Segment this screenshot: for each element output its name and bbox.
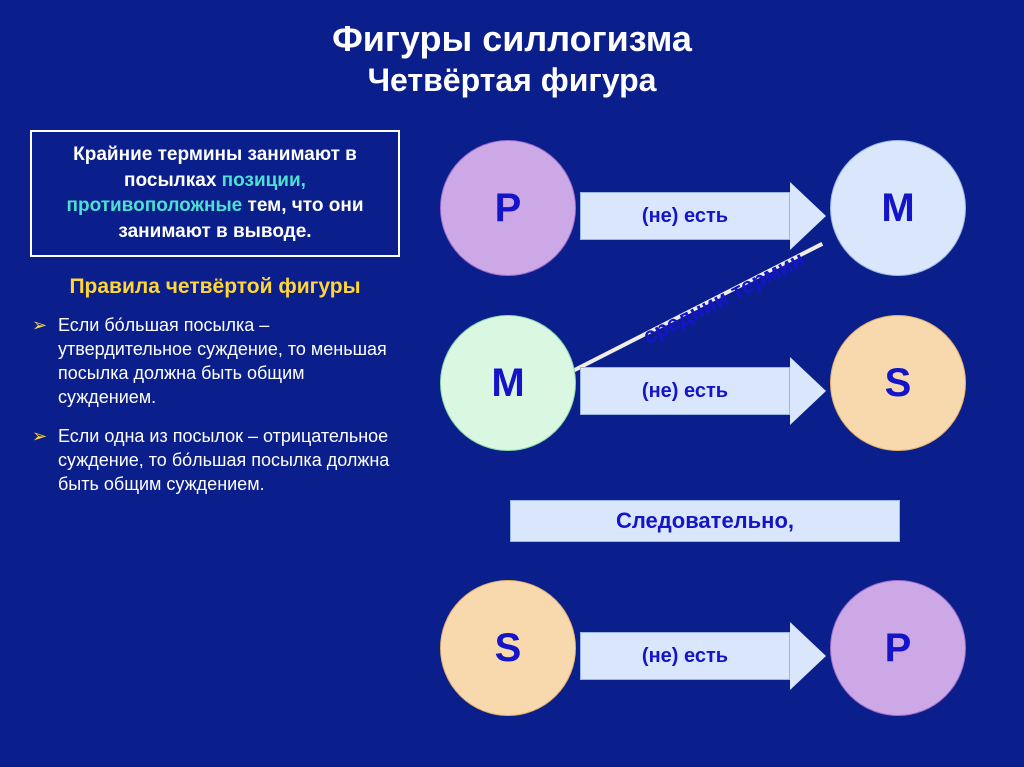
node-p-top: P [440,140,576,276]
arrow-label: (не) есть [580,192,790,240]
intro-p1: Крайние термины занимают в посылках [73,144,357,191]
arrow-1: (не) есть [580,182,826,250]
node-s-mid: S [830,315,966,451]
rules-list: Если бо́льшая посылка – утвердительное с… [30,313,400,497]
left-column: Крайние термины занимают в посылках пози… [30,130,400,511]
slide-title: Фигуры силлогизма Четвёртая фигура [0,0,1024,99]
arrow-label: (не) есть [580,632,790,680]
arrow-head-icon [790,182,826,250]
title-line2: Четвёртая фигура [0,62,1024,99]
title-line1: Фигуры силлогизма [0,18,1024,60]
rule-item: Если бо́льшая посылка – утвердительное с… [30,313,400,410]
intro-h1: позиции, [222,170,306,191]
rules-title: Правила четвёртой фигуры [30,275,400,299]
arrow-head-icon [790,622,826,690]
arrow-3: (не) есть [580,622,826,690]
arrow-head-icon [790,357,826,425]
diagonal-label: средний термин [639,246,809,350]
diagram-area: средний термин (не) есть (не) есть (не) … [430,130,1010,750]
rule-item: Если одна из посылок – отрицательное суж… [30,424,400,497]
node-p-bot: P [830,580,966,716]
therefore-box: Следовательно, [510,500,900,542]
intro-h2: противоположные [66,195,242,216]
node-m-top: M [830,140,966,276]
arrow-label: (не) есть [580,367,790,415]
node-m-mid: M [440,315,576,451]
intro-box: Крайние термины занимают в посылках пози… [30,130,400,257]
node-s-bot: S [440,580,576,716]
arrow-2: (не) есть [580,357,826,425]
